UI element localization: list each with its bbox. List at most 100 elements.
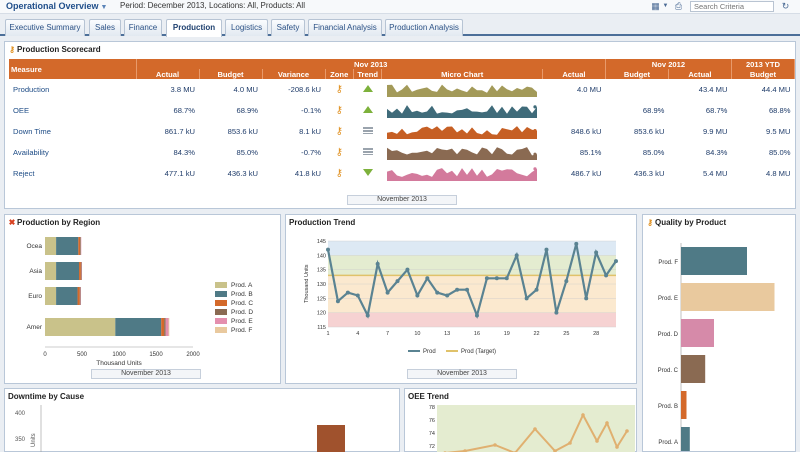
tab-logistics[interactable]: Logistics <box>225 19 268 36</box>
region-bar-segment <box>80 237 81 255</box>
micro-chart-end-dot <box>533 152 537 156</box>
scorecard-row[interactable]: OEE 68.7% 68.9% -0.1% ⚷ 68.9% 68.7% 68.8% <box>9 100 795 121</box>
prod-point <box>534 287 539 292</box>
micro-chart-end-dot <box>533 166 537 170</box>
ly-actual-cell <box>542 100 605 121</box>
y-tick-label: 72 <box>429 444 435 450</box>
trend-band <box>328 241 616 256</box>
grid-menu-icon[interactable]: ▦ <box>651 1 660 11</box>
key-icon: ⚷ <box>335 84 343 95</box>
prod-point <box>524 296 529 301</box>
scorecard-row[interactable]: Reject 477.1 kU 436.3 kU 41.8 kU ⚷ 486.7 kU 43… <box>9 163 795 184</box>
region-bar-segment <box>164 318 166 336</box>
prod-line <box>326 243 617 320</box>
scorecard-row[interactable]: Down Time 861.7 kU 853.6 kU 8.1 kU ⚷ 848.6 kU… <box>9 121 795 142</box>
tab-financial-analysis[interactable]: Financial Analysis <box>308 19 382 36</box>
tab-finance[interactable]: Finance <box>124 19 162 36</box>
oee-title: OEE Trend <box>408 392 449 401</box>
legend-label: Prod. E <box>231 318 253 325</box>
oee-line <box>444 412 628 452</box>
legend-swatch <box>215 327 227 333</box>
tab-sales[interactable]: Sales <box>89 19 121 36</box>
legend-label: Prod. F <box>231 327 252 334</box>
tab-executive-summary[interactable]: Executive Summary <box>5 19 85 36</box>
ytd-budget-cell: 4.8 MU <box>766 169 791 178</box>
refresh-icon[interactable]: ↻ <box>781 1 790 11</box>
prod-point <box>435 290 440 295</box>
col-ly-actual: Actual <box>542 69 606 79</box>
micro-chart-cell <box>382 79 543 100</box>
category-label: Prod. C <box>658 368 679 374</box>
category-label: Prod. B <box>658 404 678 410</box>
col-budget: Budget <box>199 69 263 79</box>
tab-safety[interactable]: Safety <box>271 19 305 36</box>
col-micro-chart: Micro Chart <box>381 69 543 79</box>
category-label: Ocea <box>26 243 42 250</box>
variance-cell: 41.8 kU <box>294 169 322 178</box>
x-tick-label: 22 <box>533 331 539 337</box>
zone-cell: ⚷ <box>325 163 353 184</box>
x-tick-label: 7 <box>386 331 389 337</box>
quality-title: ⚷ Quality by Product <box>647 218 727 227</box>
actual-cell: 68.7% <box>173 106 196 115</box>
region-chart: Ocea Asia Euro Amer 0 500 1000 1500 2000 Thousand… <box>26 237 253 367</box>
variance-cell: -208.6 kU <box>288 85 322 94</box>
prod-point <box>554 310 559 315</box>
prod-point <box>335 299 340 304</box>
scorecard-row[interactable]: Production 3.8 MU 4.0 MU -208.6 kU ⚷ 4.0 MU 43… <box>9 79 795 100</box>
y-tick-label: 125 <box>317 296 326 302</box>
key-icon: ⚷ <box>647 218 653 227</box>
prod-point <box>494 276 499 281</box>
region-bar-segment <box>79 262 81 280</box>
period-filter-text: Period: December 2013, Locations: All, P… <box>120 1 305 10</box>
x-tick-label: 28 <box>593 331 599 337</box>
oee-point <box>493 443 497 447</box>
ly-actual-cell: 85.1% <box>579 148 602 157</box>
trend-down-icon <box>362 169 373 176</box>
x-tick-label: 1 <box>326 331 329 337</box>
downtime-chart: 400 350 Units <box>15 405 345 452</box>
legend-label: Prod. C <box>231 300 253 307</box>
x-tick-label: 0 <box>43 352 47 358</box>
legend-swatch <box>215 318 227 324</box>
print-icon[interactable]: ⎙ <box>674 1 683 11</box>
ytd-actual-cell: 5.4 MU <box>702 169 728 178</box>
prod-point <box>584 296 589 301</box>
ytd-budget-cell: 85.0% <box>768 148 791 157</box>
ly-actual-cell: 4.0 MU <box>576 85 602 94</box>
tab-production[interactable]: Production <box>166 19 222 37</box>
quality-panel: ⚷ Quality by Product Prod. F Prod. E Prod. … <box>642 214 796 452</box>
prod-point <box>465 287 470 292</box>
y-tick-label: 140 <box>317 253 326 259</box>
search-input[interactable] <box>690 1 774 12</box>
measure-cell: OEE <box>13 106 30 115</box>
chevron-down-icon: ▼ <box>100 4 108 11</box>
trend-cell <box>353 79 381 100</box>
top-bar: Operational Overview ▼ Period: December 2… <box>0 0 800 14</box>
tab-production-analysis[interactable]: Production Analysis <box>385 19 463 36</box>
variance-cell: -0.7% <box>301 148 322 157</box>
chevron-down-icon[interactable]: ▼ <box>662 3 669 9</box>
micro-chart-end-dot <box>533 128 537 132</box>
ly-actual-cell: 486.7 kU <box>571 169 602 178</box>
micro-chart-area <box>387 146 538 160</box>
y-tick-label: 145 <box>317 239 326 245</box>
ly-budget-cell: 853.6 kU <box>634 127 665 136</box>
oee-point <box>553 449 557 452</box>
micro-chart-area <box>387 84 538 97</box>
legend-swatch <box>215 282 227 288</box>
scorecard-row[interactable]: Availability 84.3% 85.0% -0.7% ⚷ 85.1% 85.0% 84… <box>9 142 795 163</box>
category-label: Prod. A <box>658 440 678 446</box>
x-tick-label: 500 <box>77 352 88 358</box>
app-title-dropdown[interactable]: Operational Overview ▼ <box>6 1 107 11</box>
region-bar-segment <box>79 287 81 305</box>
micro-chart-area <box>387 125 538 139</box>
x-tick-label: 16 <box>474 331 480 337</box>
y-tick-label: 115 <box>317 325 326 331</box>
legend-label: Prod. B <box>231 291 253 298</box>
oee-chart: 78 76 74 72 <box>429 405 635 452</box>
y-tick-label: 76 <box>429 418 435 424</box>
category-label: Prod. F <box>658 260 678 266</box>
oee-point <box>533 427 537 431</box>
region-title: ✖ Production by Region <box>8 218 101 227</box>
